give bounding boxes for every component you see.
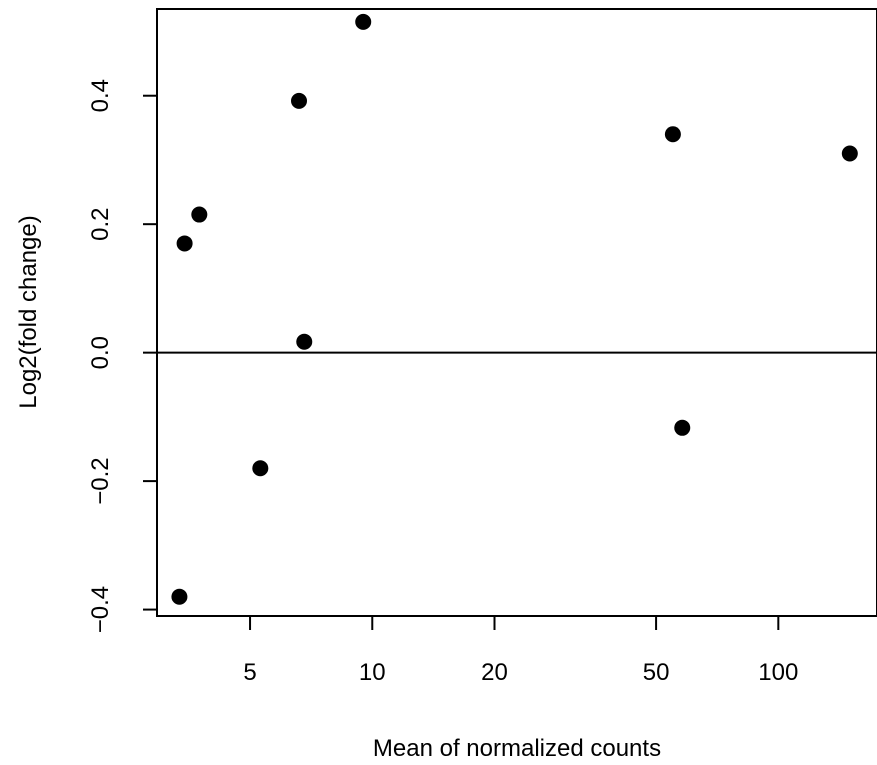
y-tick-label: −0.4 bbox=[87, 586, 114, 633]
x-tick-label: 5 bbox=[243, 659, 256, 686]
x-axis-label: Mean of normalized counts bbox=[373, 735, 661, 762]
data-point bbox=[296, 333, 313, 350]
y-tick-label: 0.0 bbox=[87, 336, 114, 369]
x-tick-label: 20 bbox=[481, 659, 508, 686]
data-point bbox=[664, 126, 681, 143]
data-points bbox=[171, 13, 858, 605]
y-axis: −0.4 −0.2 0.0 0.2 0.4 bbox=[87, 79, 158, 633]
data-point bbox=[291, 92, 308, 109]
data-point bbox=[171, 588, 188, 605]
plot-frame bbox=[156, 8, 877, 617]
y-axis-label: Log2(fold change) bbox=[15, 215, 42, 408]
x-axis: 5 10 20 50 100 bbox=[243, 615, 798, 686]
data-point bbox=[841, 145, 858, 162]
x-tick-label: 100 bbox=[758, 659, 798, 686]
data-point bbox=[252, 460, 269, 477]
x-tick-label: 10 bbox=[359, 659, 386, 686]
data-point bbox=[355, 13, 372, 30]
x-tick-label: 50 bbox=[643, 659, 670, 686]
data-point bbox=[176, 235, 193, 252]
data-point bbox=[674, 419, 691, 436]
y-tick-label: 0.2 bbox=[87, 207, 114, 240]
data-point bbox=[191, 206, 208, 223]
y-tick-label: 0.4 bbox=[87, 79, 114, 112]
y-tick-label: −0.2 bbox=[87, 457, 114, 504]
